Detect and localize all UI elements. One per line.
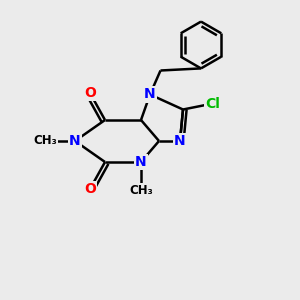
Text: CH₃: CH₃ [129,184,153,197]
Text: CH₃: CH₃ [33,134,57,148]
Text: N: N [174,134,186,148]
Text: O: O [84,182,96,196]
Text: N: N [144,88,156,101]
Text: N: N [69,134,81,148]
Text: Cl: Cl [206,97,220,110]
Text: O: O [84,86,96,100]
Text: N: N [135,155,147,169]
